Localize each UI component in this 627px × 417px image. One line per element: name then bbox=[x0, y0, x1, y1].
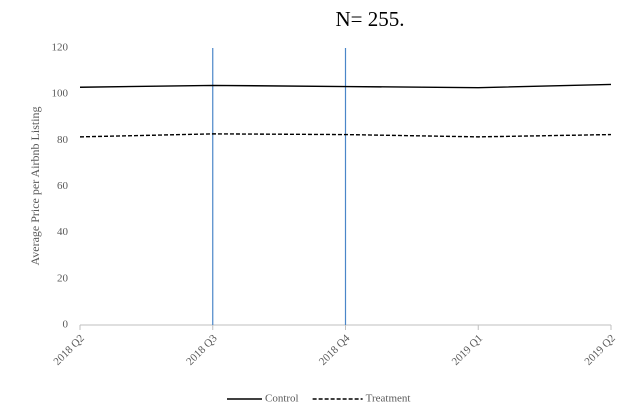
y-tick-label: 120 bbox=[52, 42, 69, 54]
y-tick-label: 20 bbox=[57, 272, 69, 284]
y-tick-label: 40 bbox=[57, 226, 69, 238]
x-tick-label: 2019 Q2 bbox=[582, 332, 617, 367]
series-line bbox=[79, 133, 612, 138]
x-tick-label: 2018 Q2 bbox=[51, 332, 86, 367]
legend-label: Control bbox=[265, 393, 299, 405]
chart-title: N= 255. bbox=[335, 7, 404, 31]
y-tick-label: 0 bbox=[63, 319, 69, 331]
y-tick-label: 100 bbox=[52, 88, 69, 100]
x-tick-label: 2019 Q1 bbox=[450, 332, 485, 367]
y-tick-label: 60 bbox=[57, 180, 69, 192]
series-line bbox=[79, 83, 612, 89]
x-tick-label: 2018 Q4 bbox=[317, 332, 353, 368]
x-tick-label: 2018 Q3 bbox=[184, 332, 220, 368]
legend-label: Treatment bbox=[366, 393, 411, 405]
y-axis-label: Average Price per Airbnb Listing bbox=[28, 106, 42, 265]
y-tick-label: 80 bbox=[57, 134, 69, 146]
